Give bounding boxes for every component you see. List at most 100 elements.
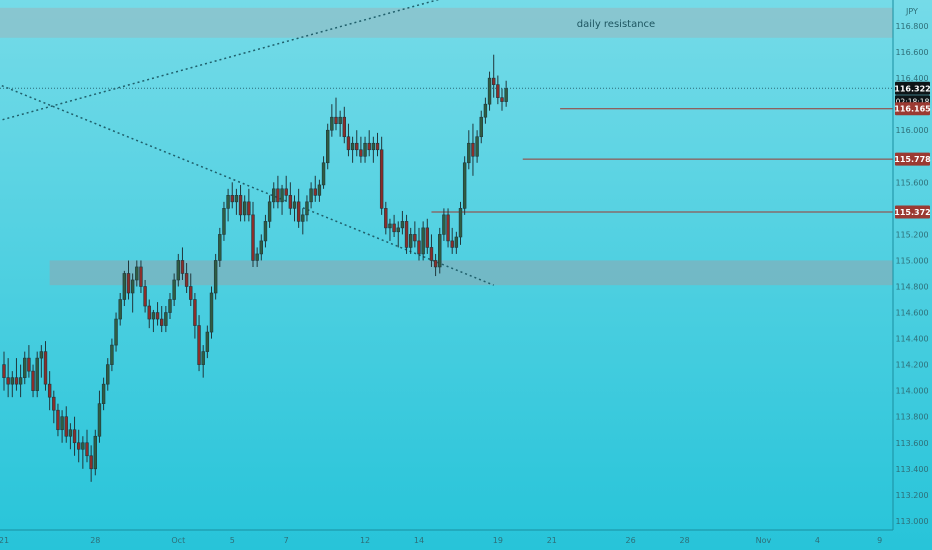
candle-body[interactable] (338, 116, 342, 125)
candle-body[interactable] (433, 260, 438, 268)
candle-body[interactable] (259, 240, 263, 255)
candle-body[interactable] (114, 318, 118, 346)
candle-body[interactable] (317, 184, 322, 196)
candle-body[interactable] (31, 370, 35, 391)
candle-body[interactable] (189, 286, 193, 300)
candle-body[interactable] (276, 188, 280, 203)
candle-body[interactable] (417, 240, 421, 255)
candle-body[interactable] (230, 195, 234, 203)
candle-body[interactable] (330, 116, 334, 131)
candle-body[interactable] (454, 236, 459, 248)
candle-body[interactable] (471, 142, 475, 157)
candle-body[interactable] (467, 142, 471, 164)
candle-body[interactable] (355, 142, 359, 151)
candle-body[interactable] (60, 416, 64, 431)
candle-body[interactable] (404, 221, 409, 248)
candle-body[interactable] (263, 221, 268, 242)
candle-body[interactable] (18, 377, 23, 385)
candle-body[interactable] (160, 318, 164, 326)
candle-body[interactable] (284, 188, 288, 196)
candle-body[interactable] (164, 312, 168, 326)
candle-body[interactable] (425, 227, 429, 248)
candle-body[interactable] (197, 325, 201, 365)
candle-body[interactable] (14, 377, 19, 385)
candle-body[interactable] (213, 260, 218, 294)
candle-body[interactable] (251, 214, 255, 261)
candle-body[interactable] (43, 351, 48, 385)
candle-body[interactable] (184, 273, 189, 287)
candle-body[interactable] (375, 142, 380, 151)
candle-body[interactable] (321, 162, 326, 186)
candle-body[interactable] (77, 442, 81, 450)
candle-body[interactable] (309, 188, 313, 203)
candle-body[interactable] (367, 142, 371, 151)
candle-body[interactable] (205, 331, 210, 352)
candle-body[interactable] (458, 208, 463, 238)
candle-body[interactable] (288, 195, 293, 209)
candle-body[interactable] (292, 201, 297, 209)
candle-body[interactable] (139, 266, 143, 287)
candle-body[interactable] (342, 116, 346, 138)
candle-body[interactable] (267, 201, 272, 222)
candle-body[interactable] (413, 234, 417, 242)
candle-body[interactable] (72, 429, 77, 444)
candle-body[interactable] (280, 188, 284, 203)
candle-body[interactable] (255, 253, 259, 261)
candle-body[interactable] (143, 286, 147, 307)
candle-body[interactable] (301, 214, 305, 222)
candle-body[interactable] (475, 136, 479, 157)
candle-body[interactable] (350, 142, 355, 151)
candle-body[interactable] (101, 383, 106, 404)
candle-body[interactable] (500, 97, 504, 102)
candle-body[interactable] (238, 195, 243, 216)
candle-body[interactable] (10, 377, 14, 385)
candle-body[interactable] (504, 88, 508, 102)
candle-body[interactable] (176, 260, 180, 281)
candle-body[interactable] (462, 162, 467, 209)
candle-body[interactable] (180, 260, 185, 274)
candle-body[interactable] (450, 240, 454, 248)
candle-body[interactable] (201, 351, 205, 365)
candle-body[interactable] (85, 442, 89, 457)
candle-body[interactable] (247, 201, 251, 216)
candle-body[interactable] (118, 299, 122, 320)
candle-body[interactable] (359, 149, 363, 157)
candle-body[interactable] (89, 455, 93, 470)
candle-body[interactable] (491, 77, 496, 85)
candle-body[interactable] (151, 312, 156, 320)
candle-body[interactable] (97, 403, 102, 437)
candle-body[interactable] (126, 273, 131, 294)
candle-body[interactable] (6, 377, 10, 385)
candle-body[interactable] (446, 214, 450, 242)
candle-body[interactable] (39, 351, 44, 359)
candle-body[interactable] (81, 442, 85, 450)
candle-body[interactable] (429, 247, 434, 261)
candle-body[interactable] (110, 344, 114, 365)
candle-body[interactable] (408, 234, 413, 248)
candle-body[interactable] (64, 416, 68, 437)
candle-body[interactable] (193, 299, 197, 326)
candle-body[interactable] (496, 84, 500, 98)
candle-body[interactable] (479, 116, 483, 138)
candle-body[interactable] (388, 223, 392, 229)
candle-body[interactable] (272, 188, 276, 203)
candle-body[interactable] (226, 195, 230, 209)
candle-body[interactable] (2, 364, 6, 378)
candle-body[interactable] (483, 103, 488, 118)
candle-body[interactable] (325, 129, 330, 164)
candle-body[interactable] (222, 208, 226, 235)
candle-body[interactable] (172, 279, 176, 300)
candle-body[interactable] (234, 195, 239, 203)
candle-body[interactable] (209, 292, 214, 333)
candle-body[interactable] (168, 299, 172, 313)
candle-body[interactable] (243, 201, 247, 216)
candle-body[interactable] (392, 223, 396, 233)
candle-body[interactable] (35, 357, 39, 391)
candles-layer[interactable] (2, 54, 508, 482)
candle-body[interactable] (93, 435, 98, 470)
candle-body[interactable] (363, 142, 367, 157)
candle-body[interactable] (313, 188, 317, 196)
candle-body[interactable] (379, 149, 384, 209)
candle-body[interactable] (421, 227, 425, 255)
